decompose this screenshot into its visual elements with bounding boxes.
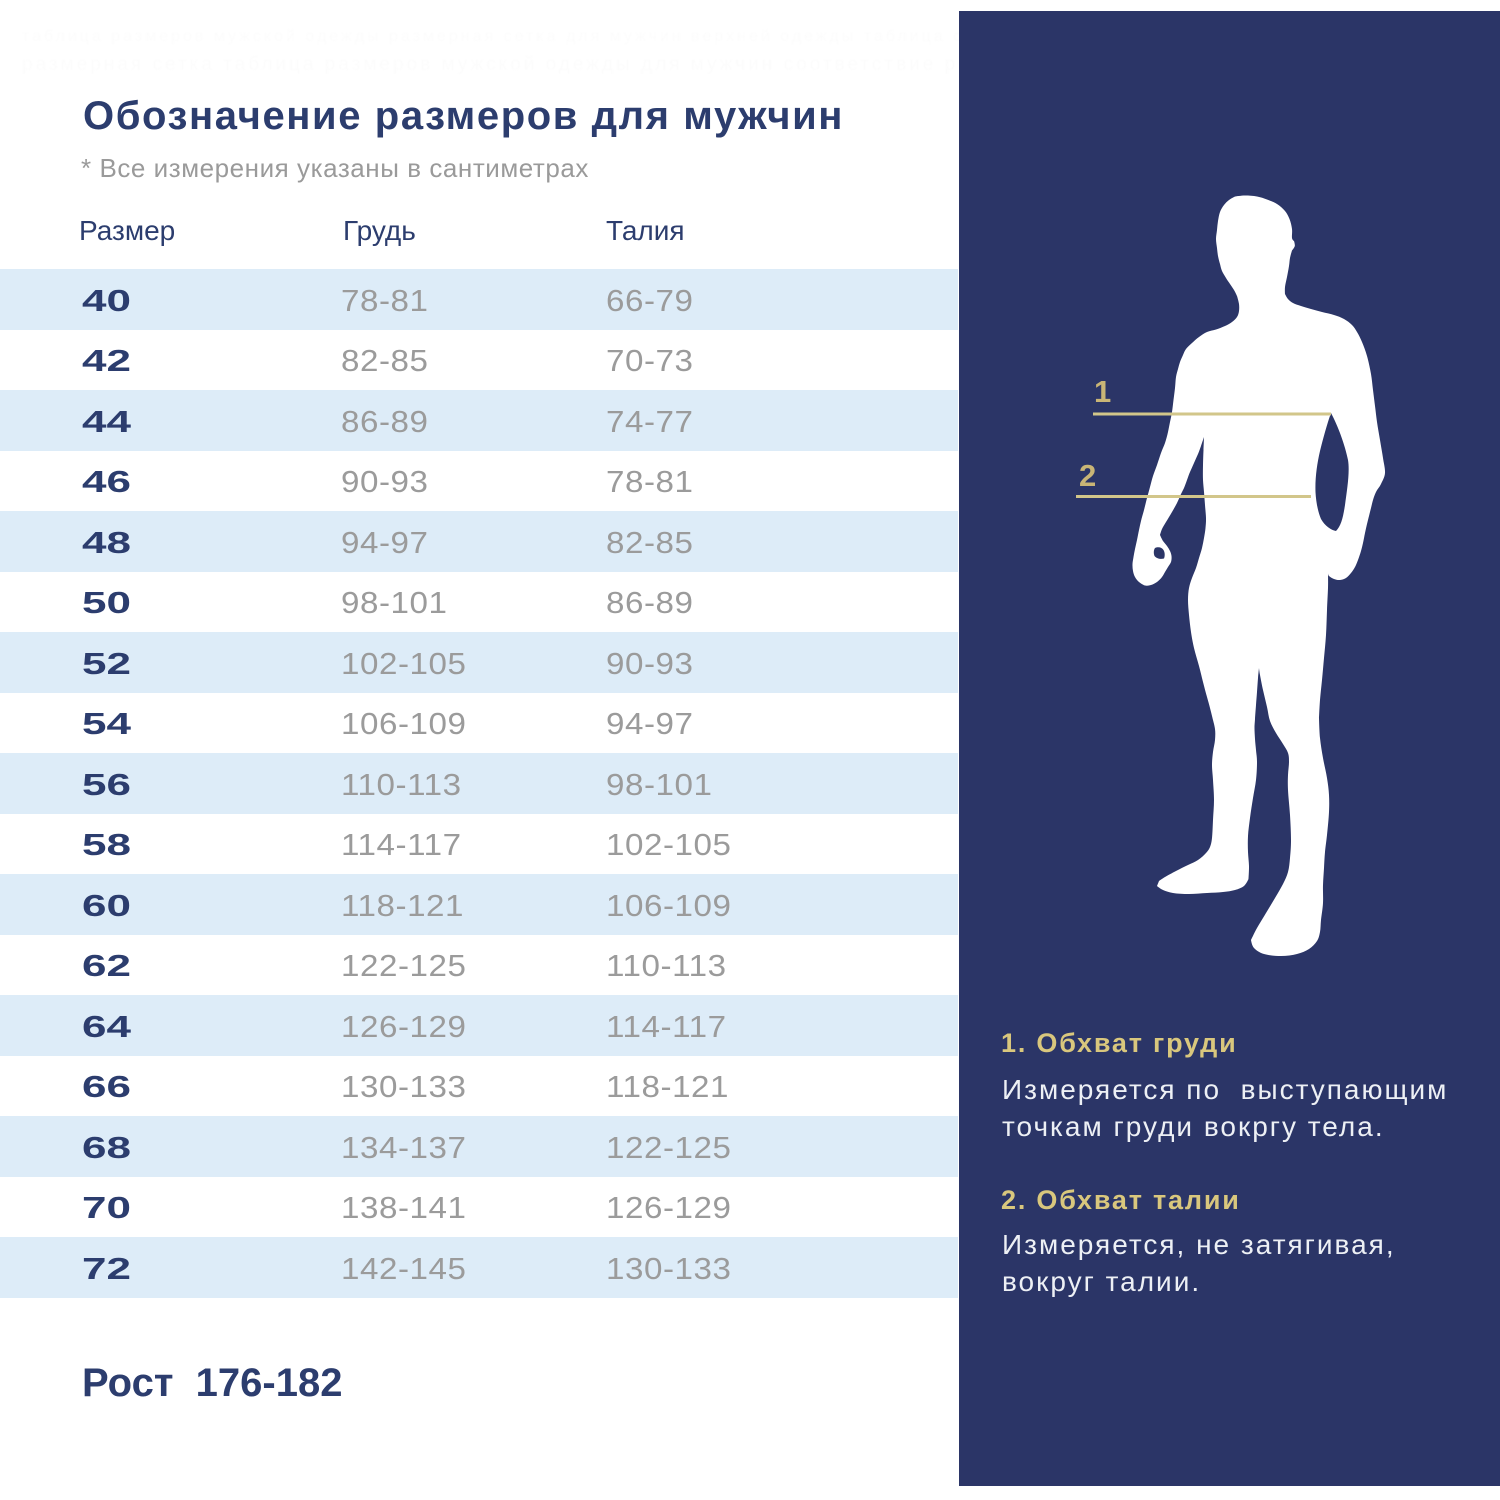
svg-text:1: 1	[1094, 374, 1111, 409]
svg-text:2: 2	[1079, 458, 1096, 493]
